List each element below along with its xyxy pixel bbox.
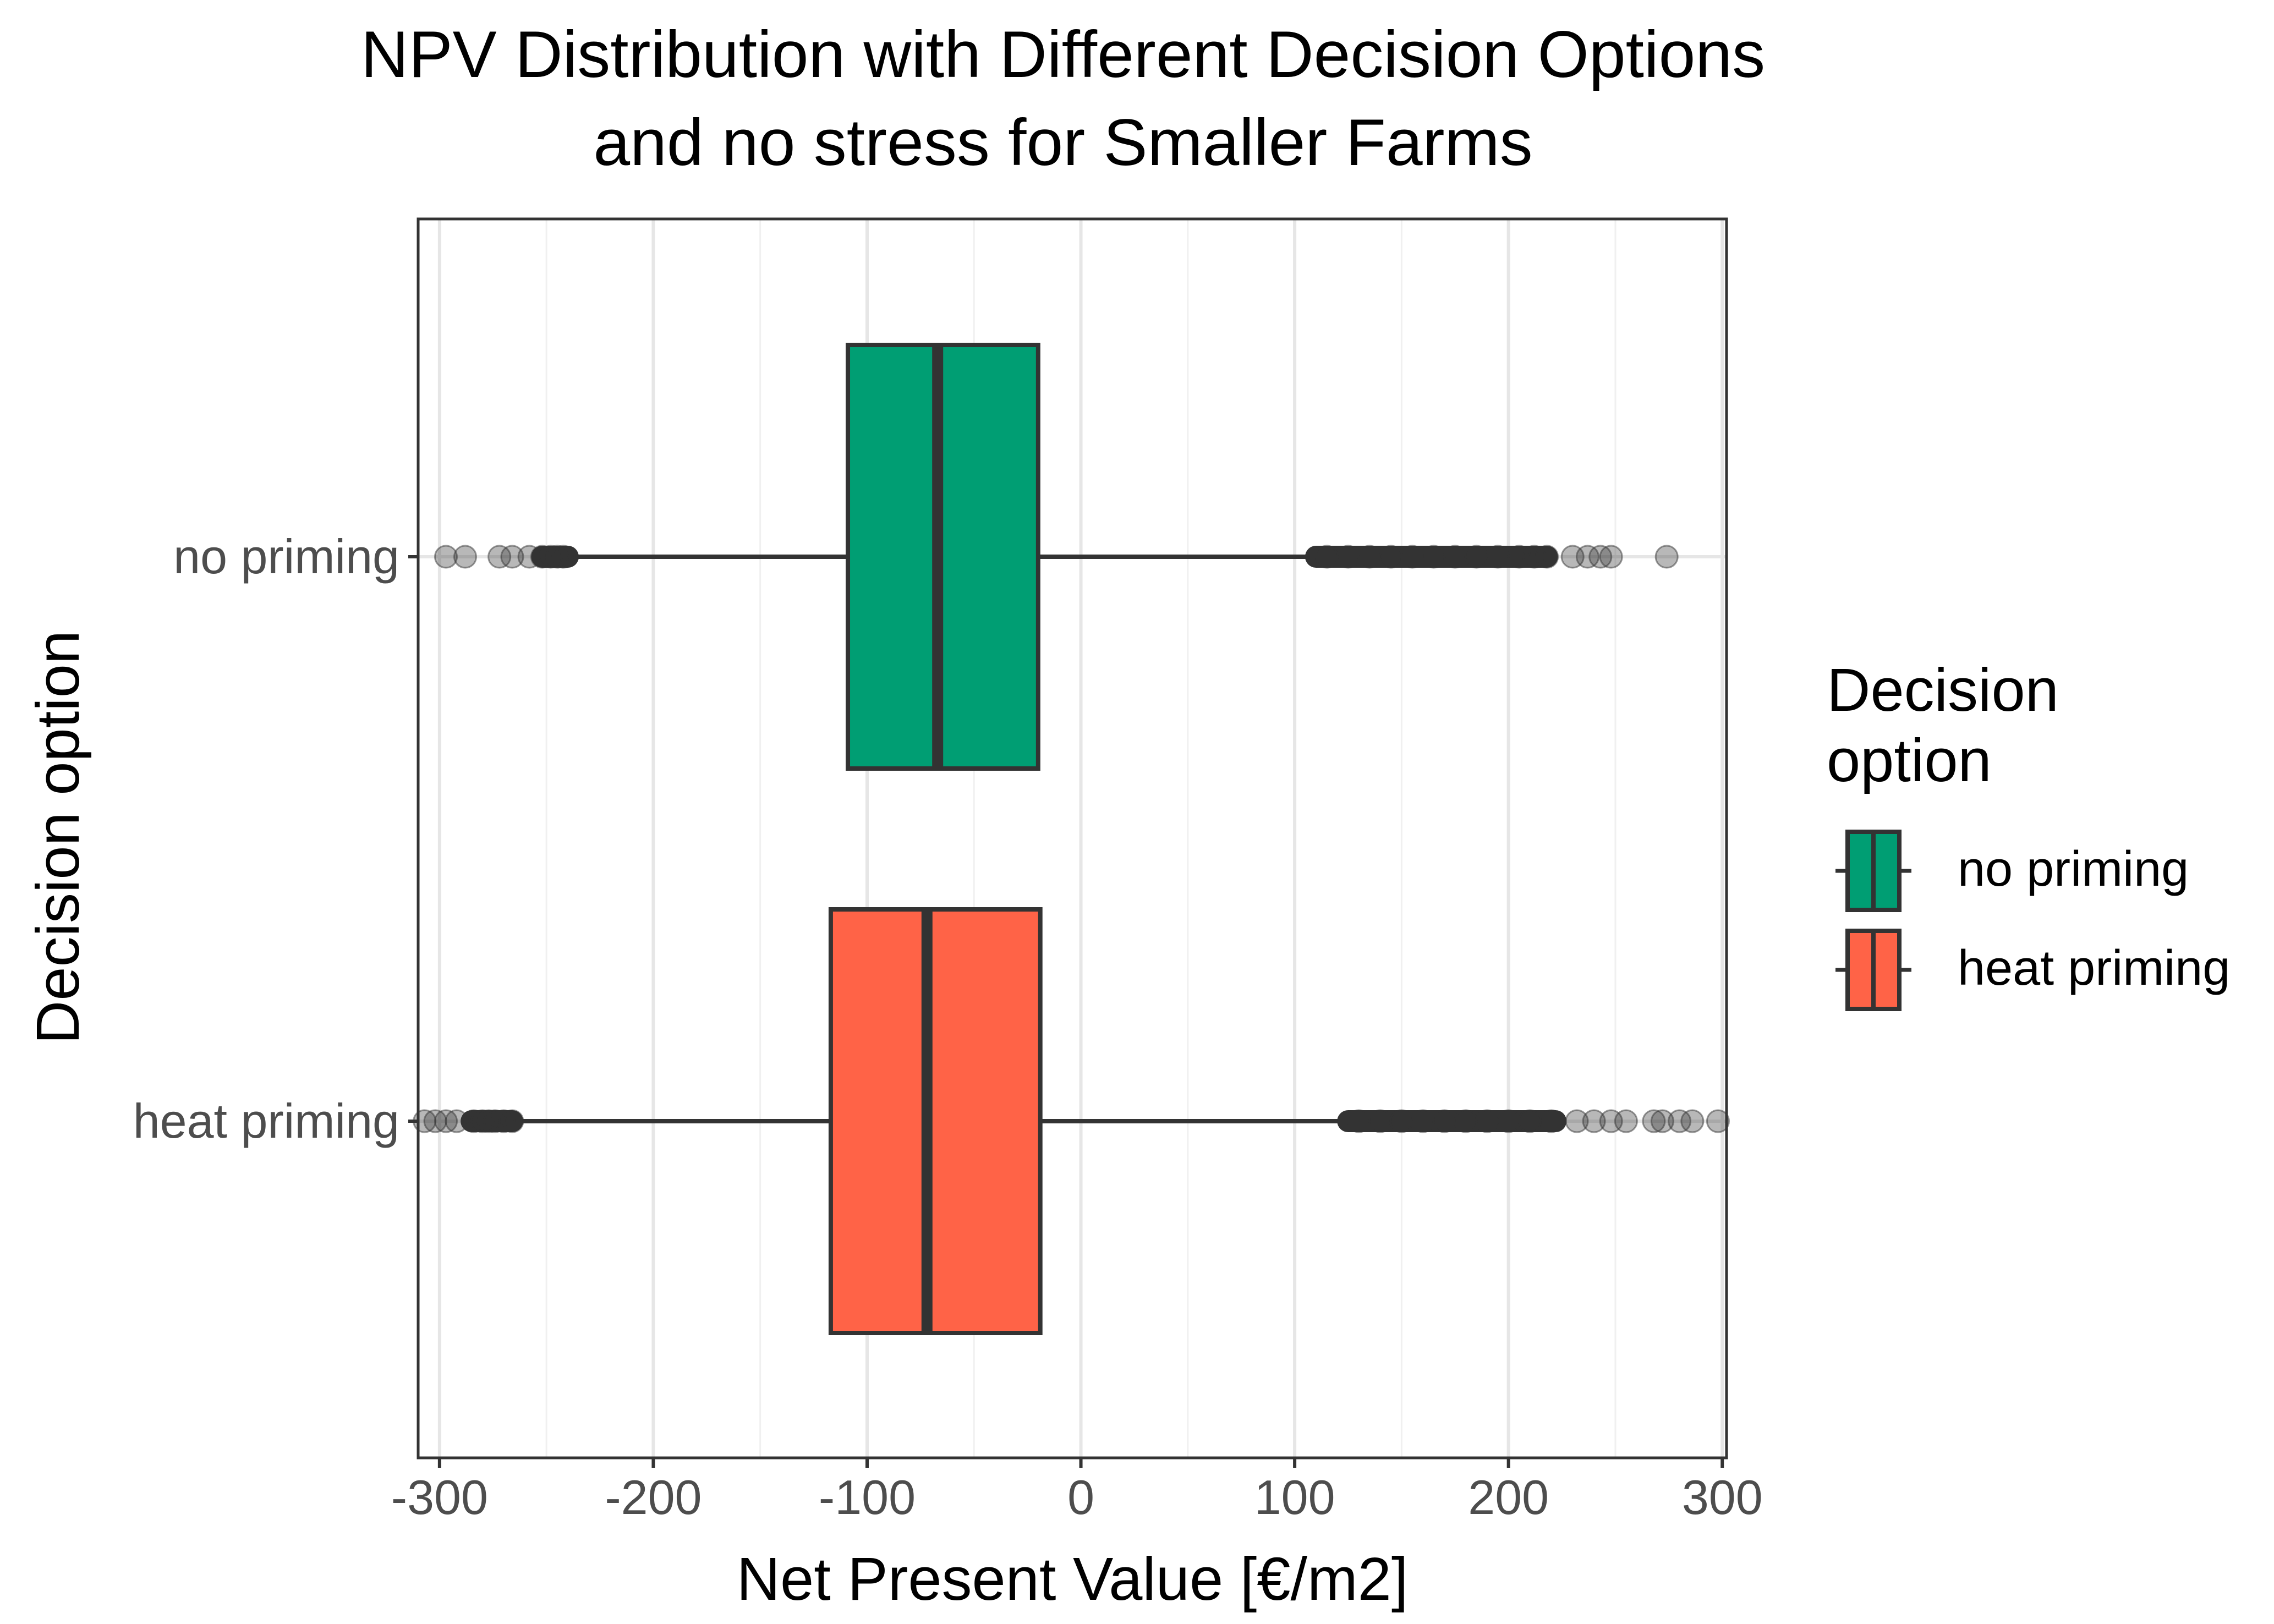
x-tick-label: -100 (819, 1470, 916, 1524)
x-axis-label: Net Present Value [€/m2] (737, 1545, 1409, 1613)
outlier-point (1422, 545, 1446, 569)
box-iqr (828, 907, 1043, 1335)
x-tick-label: 300 (1682, 1470, 1763, 1524)
outlier-point (1314, 545, 1339, 569)
legend-key-no-priming (1835, 830, 1911, 912)
outlier-point (1565, 1109, 1589, 1133)
outlier-point (551, 545, 576, 569)
outlier-point (1668, 1109, 1692, 1133)
x-tick-label: -200 (605, 1470, 702, 1524)
legend-label-no-priming: no priming (1958, 842, 2189, 897)
outlier-point (453, 545, 477, 569)
outlier-point (1539, 1109, 1563, 1133)
y-tick-label: no priming (173, 529, 399, 584)
outlier-point (1642, 1109, 1666, 1133)
outlier-point (1475, 1109, 1499, 1133)
outlier-point (1575, 545, 1599, 569)
legend-title-line-2: option (1827, 727, 1992, 794)
outlier-point (1432, 1109, 1456, 1133)
outlier-point (539, 545, 563, 569)
outlier-point (1368, 1109, 1393, 1133)
outlier-point (1535, 545, 1559, 569)
outlier-point (445, 1109, 469, 1133)
outlier-point (545, 545, 569, 569)
outlier-point (1518, 1109, 1542, 1133)
legend-title-line-1: Decision (1827, 656, 2059, 724)
outlier-point (1614, 1109, 1638, 1133)
outlier-point (1443, 545, 1467, 569)
x-tick-label: 200 (1468, 1470, 1549, 1524)
x-tick-label: 100 (1254, 1470, 1335, 1524)
outlier-point (1497, 1109, 1521, 1133)
x-tick-label: 0 (1067, 1470, 1094, 1524)
outlier-point (1389, 1109, 1413, 1133)
chart-title-line-1: NPV Distribution with Different Decision… (361, 18, 1765, 91)
plot-panel-border (417, 217, 1728, 1460)
outlier-point (1347, 1109, 1371, 1133)
box-group (434, 343, 1679, 771)
outlier-point (500, 545, 524, 569)
outlier-point (487, 545, 512, 569)
outlier-point (1400, 545, 1424, 569)
outlier-point (1522, 545, 1546, 569)
outlier-point (1680, 1109, 1705, 1133)
outlier-point (1582, 1109, 1606, 1133)
outlier-point (1650, 1109, 1674, 1133)
outlier-point (1599, 545, 1623, 569)
outlier-point (1454, 1109, 1478, 1133)
box-group (413, 907, 1730, 1335)
outlier-point (491, 1109, 516, 1133)
chart-title-line-2: and no stress for Smaller Farms (593, 106, 1532, 179)
outlier-point (1411, 1109, 1435, 1133)
legend-label-heat-priming: heat priming (1958, 941, 2230, 996)
legend: Decision option no priming heat priming (1827, 656, 2230, 1011)
outlier-point (1379, 545, 1403, 569)
axis-layer: -300 -200 -100 0 100 200 300 no priming heat pri… (133, 529, 1763, 1524)
outlier-point (500, 1109, 524, 1133)
outlier-point (434, 545, 458, 569)
outlier-point (1357, 545, 1382, 569)
outlier-point (1336, 545, 1360, 569)
x-tick-label: -300 (391, 1470, 488, 1524)
boxes-layer (413, 343, 1730, 1335)
outlier-point (1654, 545, 1679, 569)
legend-key-heat-priming (1835, 929, 1911, 1011)
outlier-point (483, 1109, 507, 1133)
y-tick-label: heat priming (133, 1094, 399, 1148)
outlier-point (1486, 545, 1510, 569)
outlier-point (1464, 545, 1488, 569)
outlier-point (1706, 1109, 1730, 1133)
y-axis-label: Decision option (24, 630, 92, 1044)
